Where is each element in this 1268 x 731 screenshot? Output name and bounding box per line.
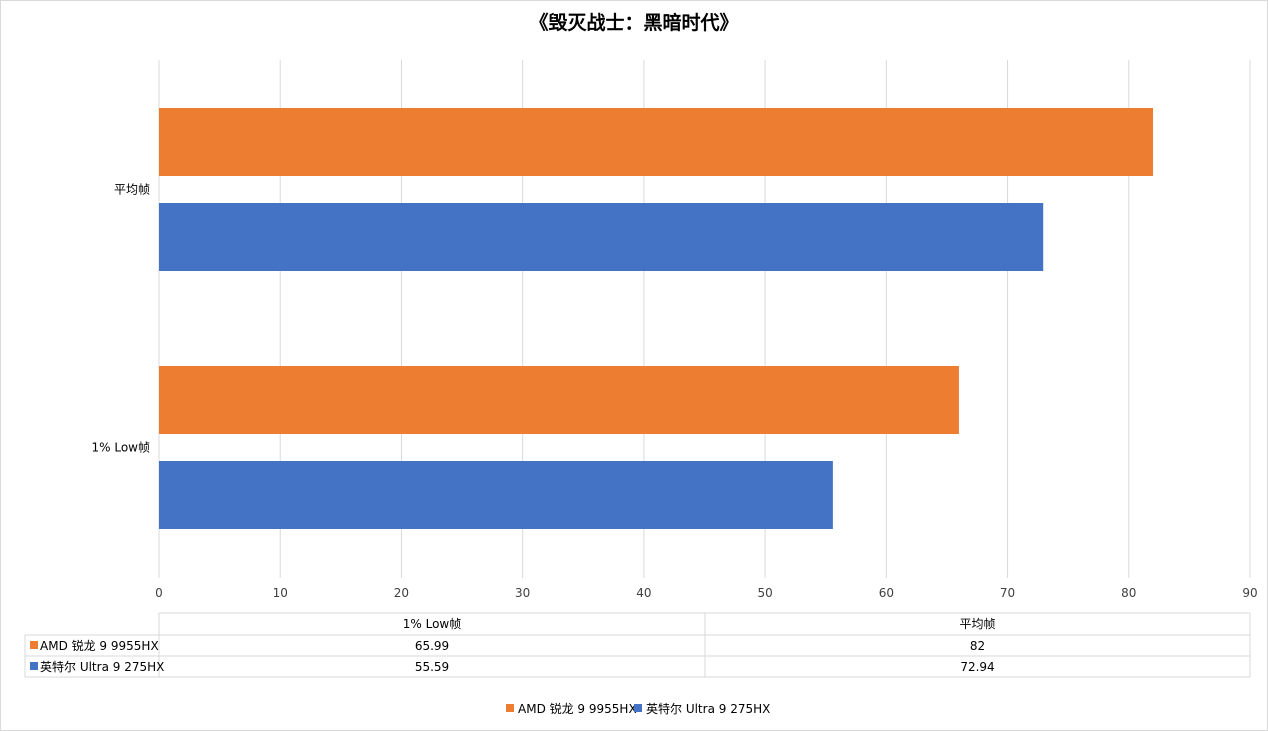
x-tick-label: 50	[757, 586, 772, 600]
table-cell: 82	[970, 639, 985, 653]
bar-intel-1	[159, 203, 1044, 271]
y-category-label: 1% Low帧	[92, 441, 150, 455]
table-cell: 72.94	[960, 660, 994, 674]
y-category-label: 平均帧	[114, 183, 150, 197]
legend-key-amd	[30, 641, 38, 649]
x-tick-label: 70	[1000, 586, 1015, 600]
x-tick-label: 40	[636, 586, 651, 600]
chart-title: 《毁灭战士：黑暗时代》	[529, 11, 738, 34]
table-row-label: AMD 锐龙 9 9955HX	[40, 639, 159, 653]
x-tick-label: 20	[394, 586, 409, 600]
table-header: 平均帧	[959, 617, 995, 631]
legend-key-amd	[506, 704, 514, 712]
bar-intel-0	[159, 461, 833, 529]
bar-amd-0	[159, 366, 959, 434]
table-cell: 55.59	[415, 660, 449, 674]
legend-key-intel	[634, 704, 642, 712]
table-row-label: 英特尔 Ultra 9 275HX	[40, 659, 164, 674]
table-header: 1% Low帧	[403, 617, 461, 631]
x-tick-label: 10	[273, 586, 288, 600]
x-tick-label: 90	[1242, 586, 1257, 600]
legend-key-intel	[30, 662, 38, 670]
legend-label-intel: 英特尔 Ultra 9 275HX	[646, 701, 770, 716]
bar-amd-1	[159, 108, 1154, 176]
x-tick-label: 80	[1121, 586, 1136, 600]
x-tick-label: 30	[515, 586, 530, 600]
x-tick-label: 60	[879, 586, 894, 600]
table-cell: 65.99	[415, 639, 449, 653]
x-tick-label: 0	[155, 586, 163, 600]
legend-label-amd: AMD 锐龙 9 9955HX	[518, 702, 637, 716]
